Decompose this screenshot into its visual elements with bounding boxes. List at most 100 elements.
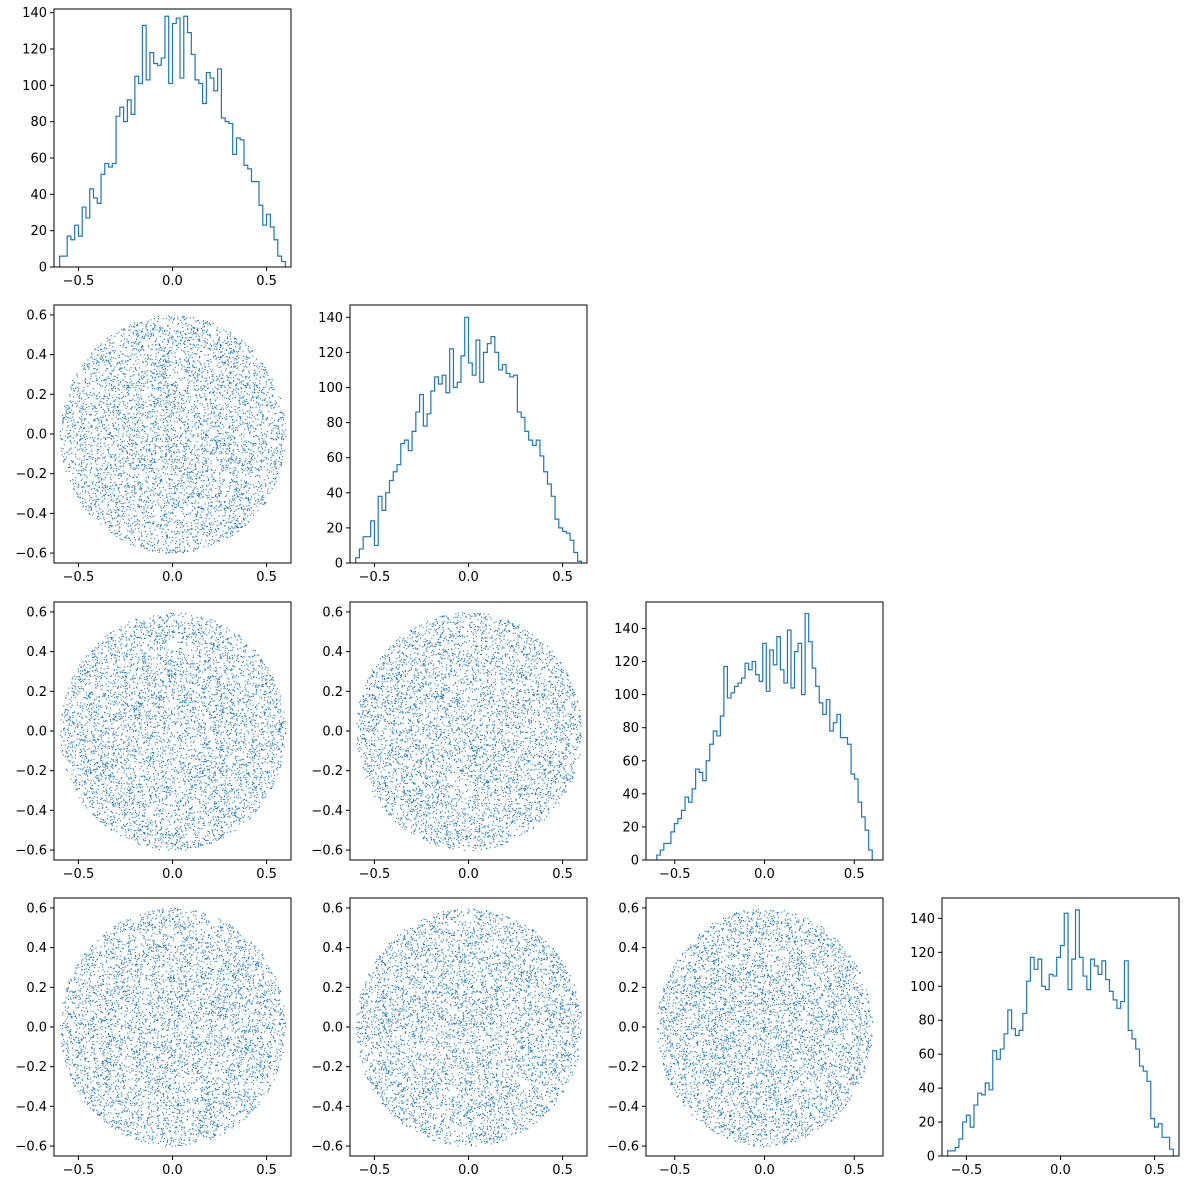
scatter-point — [224, 353, 226, 355]
scatter-point — [179, 485, 181, 487]
scatter-point — [135, 353, 137, 355]
scatter-point — [127, 482, 129, 484]
scatter-point — [104, 469, 106, 471]
scatter-point — [101, 422, 103, 424]
scatter-point — [171, 467, 173, 469]
scatter-point — [147, 486, 149, 488]
scatter-point — [67, 405, 69, 407]
scatter-point — [138, 464, 140, 466]
scatter-point — [224, 417, 226, 419]
scatter-point — [210, 515, 212, 517]
scatter-point — [98, 449, 100, 451]
scatter-point — [242, 412, 244, 414]
scatter-point — [163, 466, 165, 468]
scatter-point — [131, 462, 133, 464]
scatter-point — [115, 427, 117, 429]
scatter-point — [125, 487, 127, 489]
scatter-point — [165, 405, 167, 407]
scatter-point — [252, 444, 254, 446]
scatter-point — [130, 449, 132, 451]
scatter-point — [248, 346, 250, 348]
scatter-point — [126, 505, 128, 507]
scatter-point — [69, 411, 71, 413]
scatter-point — [131, 542, 133, 544]
scatter-point — [246, 508, 248, 510]
scatter-point — [110, 437, 112, 439]
scatter-point — [126, 369, 128, 371]
scatter-point — [107, 397, 109, 399]
scatter-point — [118, 530, 120, 532]
scatter-point — [179, 470, 181, 472]
scatter-point — [184, 546, 186, 548]
scatter-point — [145, 548, 147, 550]
scatter-point — [249, 363, 251, 365]
scatter-point — [167, 529, 169, 531]
scatter-point — [124, 490, 126, 492]
scatter-point — [181, 479, 183, 481]
scatter-point — [250, 417, 252, 419]
scatter-point — [156, 373, 158, 375]
scatter-point — [261, 432, 263, 434]
scatter-point — [268, 450, 270, 452]
scatter-point — [158, 387, 160, 389]
scatter-point — [107, 408, 109, 410]
scatter-point — [143, 465, 145, 467]
scatter-point — [184, 459, 186, 461]
scatter-point — [255, 435, 257, 437]
scatter-point — [175, 362, 177, 364]
scatter-point — [229, 467, 231, 469]
scatter-point — [110, 464, 112, 466]
scatter-point — [88, 431, 90, 433]
scatter-point — [156, 525, 158, 527]
scatter-point — [221, 395, 223, 397]
scatter-point — [230, 366, 232, 368]
scatter-point — [102, 350, 104, 352]
scatter-point — [122, 505, 124, 507]
scatter-point — [209, 368, 211, 370]
scatter-point — [118, 489, 120, 491]
scatter-point — [242, 493, 244, 495]
scatter-point — [91, 453, 93, 455]
scatter-point — [129, 465, 131, 467]
scatter-point — [198, 413, 200, 415]
scatter-point — [247, 473, 249, 475]
scatter-point — [101, 374, 103, 376]
scatter-point — [162, 528, 164, 530]
scatter-point — [119, 473, 121, 475]
scatter-point — [116, 535, 118, 537]
scatter-point — [227, 359, 229, 361]
scatter-point — [161, 348, 163, 350]
scatter-point — [207, 465, 209, 467]
scatter-point — [225, 403, 227, 405]
scatter-point — [122, 514, 124, 516]
scatter-point — [162, 332, 164, 334]
scatter-point — [223, 380, 225, 382]
scatter-point — [225, 431, 227, 433]
scatter-point — [216, 334, 218, 336]
scatter-point — [231, 457, 233, 459]
scatter-point — [160, 426, 162, 428]
scatter-point — [141, 524, 143, 526]
scatter-point — [171, 412, 173, 414]
scatter-point — [100, 344, 102, 346]
scatter-point — [249, 442, 251, 444]
scatter-point — [163, 377, 165, 379]
scatter-point — [255, 429, 257, 431]
scatter-point — [104, 487, 106, 489]
scatter-point — [234, 337, 236, 339]
scatter-point — [156, 338, 158, 340]
scatter-point — [141, 371, 143, 373]
scatter-point — [138, 520, 140, 522]
scatter-point — [223, 525, 225, 527]
scatter-point — [210, 505, 212, 507]
scatter-point — [282, 413, 284, 415]
scatter-point — [156, 432, 158, 434]
scatter-point — [161, 375, 163, 377]
scatter-point — [181, 535, 183, 537]
scatter-point — [202, 480, 204, 482]
scatter-point — [214, 518, 216, 520]
scatter-point — [82, 365, 84, 367]
scatter-point — [100, 438, 102, 440]
scatter-point — [215, 421, 217, 423]
scatter-point — [166, 524, 168, 526]
